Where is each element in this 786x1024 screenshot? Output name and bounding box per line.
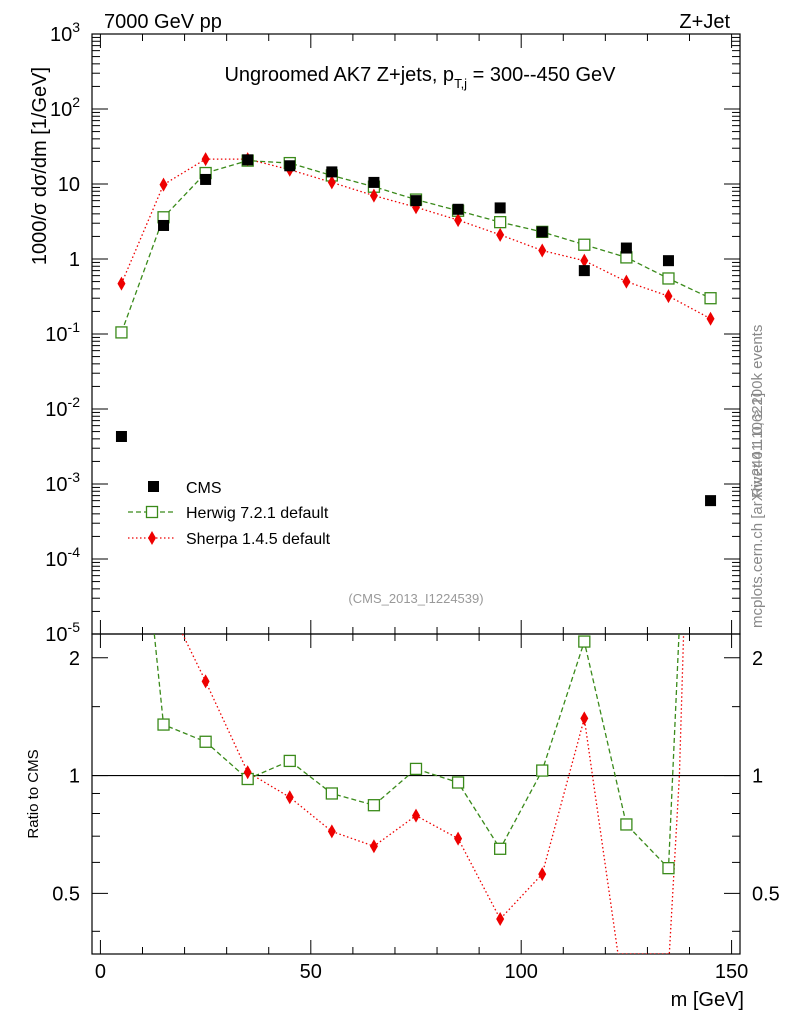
legend-sherpa-marker <box>148 531 156 545</box>
sherpa-ratio-line <box>181 634 685 954</box>
herwig-ratio-point <box>620 818 633 831</box>
y-tick-label: 10-4 <box>45 544 80 571</box>
sherpa-point <box>664 289 673 304</box>
sherpa-ratio-point <box>412 808 420 823</box>
cms-point <box>242 154 254 166</box>
cms-point <box>326 166 338 178</box>
herwig-ratio-point <box>536 764 549 777</box>
legend-cms-marker <box>148 481 159 492</box>
ratio-tick-label-left: 1 <box>69 766 80 788</box>
x-tick-label: 50 <box>300 961 322 983</box>
herwig-point <box>620 251 633 264</box>
sherpa-point <box>706 311 715 326</box>
sherpa-ratio-point <box>243 765 252 780</box>
sherpa-point <box>496 227 505 242</box>
sherpa-point <box>622 274 631 289</box>
legend-cms-label: CMS <box>186 480 222 497</box>
sherpa-point <box>159 177 168 192</box>
cms-point <box>368 176 380 188</box>
cms-point <box>536 226 548 238</box>
cms-point <box>115 430 127 442</box>
ratio-tick-label-left: 2 <box>69 648 80 670</box>
cms-point <box>494 202 506 214</box>
cms-point <box>620 242 632 254</box>
legend-sherpa-label: Sherpa 1.4.5 default <box>186 531 331 548</box>
sherpa-ratio-point <box>538 867 547 882</box>
y-axis-label: 1000/σ dσ/dm [1/GeV] <box>29 67 51 265</box>
y-tick-label: 102 <box>50 94 80 121</box>
ratio-tick-label-right: 1 <box>752 766 763 788</box>
sherpa-ratio-point <box>496 912 505 927</box>
chart-title: Ungroomed AK7 Z+jets, pT,j = 300--450 Ge… <box>224 64 616 91</box>
cms-point <box>284 160 296 172</box>
sherpa-point <box>580 253 589 268</box>
cms-point <box>452 203 464 215</box>
herwig-ratio-point <box>451 776 465 789</box>
y-tick-label: 103 <box>50 19 80 46</box>
sherpa-ratio-point <box>454 831 463 846</box>
y-tick-label: 10-2 <box>45 394 80 421</box>
herwig-point <box>662 272 675 285</box>
rivet-version-label: Rivet 4.1.0, ≥ 200k events <box>749 325 766 498</box>
x-tick-label: 150 <box>715 961 748 983</box>
sherpa-point <box>454 213 463 228</box>
sherpa-ratio-point <box>201 674 210 689</box>
sherpa-point <box>369 188 378 203</box>
cms-point <box>662 255 674 267</box>
cms-point <box>578 265 590 277</box>
herwig-ratio-point <box>367 799 381 812</box>
herwig-point <box>704 292 717 305</box>
ratio-series-group <box>153 634 685 954</box>
analysis-tag: (CMS_2013_I1224539) <box>348 591 483 606</box>
process-label: Z+Jet <box>679 11 730 33</box>
sherpa-point <box>201 152 210 167</box>
herwig-ratio-point <box>662 862 675 875</box>
sherpa-point <box>538 243 547 258</box>
x-tick-label: 100 <box>505 961 538 983</box>
ratio-tick-label-right: 0.5 <box>752 883 780 905</box>
y-tick-label: 1 <box>69 249 80 271</box>
herwig-ratio-point <box>283 754 296 768</box>
mcplots-label: mcplots.cern.ch [arXiv:2401.10621] <box>749 393 766 628</box>
legend: CMS Herwig 7.2.1 default Sherpa 1.4.5 de… <box>128 480 331 548</box>
herwig-ratio-point <box>325 787 338 800</box>
herwig-ratio-point <box>157 718 170 731</box>
sherpa-ratio-point <box>580 711 589 726</box>
y-tick-label: 10-1 <box>45 319 80 346</box>
sherpa-point <box>117 276 126 291</box>
x-axis-label: m [GeV] <box>671 989 744 1011</box>
ratio-tick-label-right: 2 <box>752 648 763 670</box>
y-tick-label: 10-3 <box>45 469 80 496</box>
main-series-group <box>115 152 717 507</box>
herwig-ratio-point <box>409 762 423 776</box>
sherpa-ratio-point <box>369 839 378 854</box>
ratio-tick-label-left: 0.5 <box>52 883 80 905</box>
cms-point <box>158 219 170 231</box>
herwig-ratio-point <box>578 635 591 648</box>
ratio-axis-label: Ratio to CMS <box>25 749 42 838</box>
herwig-ratio-point <box>199 735 212 748</box>
cms-point <box>705 495 717 507</box>
x-tick-label: 0 <box>95 961 106 983</box>
herwig-point <box>494 215 507 229</box>
herwig-point <box>578 238 591 251</box>
ratio-panel-frame <box>91 633 741 955</box>
cms-point <box>200 173 212 185</box>
y-tick-label: 10-5 <box>45 619 80 646</box>
herwig-ratio-line <box>153 634 680 870</box>
sherpa-ratio-point <box>285 790 294 805</box>
legend-herwig-marker <box>145 505 159 519</box>
herwig-point <box>115 326 128 339</box>
sherpa-ratio-point <box>327 824 336 839</box>
y-tick-label: 10 <box>58 174 80 196</box>
energy-label: 7000 GeV pp <box>104 11 222 33</box>
cms-point <box>410 195 422 207</box>
herwig-ratio-point <box>494 842 507 855</box>
sherpa-point <box>327 175 336 190</box>
legend-herwig-label: Herwig 7.2.1 default <box>186 505 329 522</box>
